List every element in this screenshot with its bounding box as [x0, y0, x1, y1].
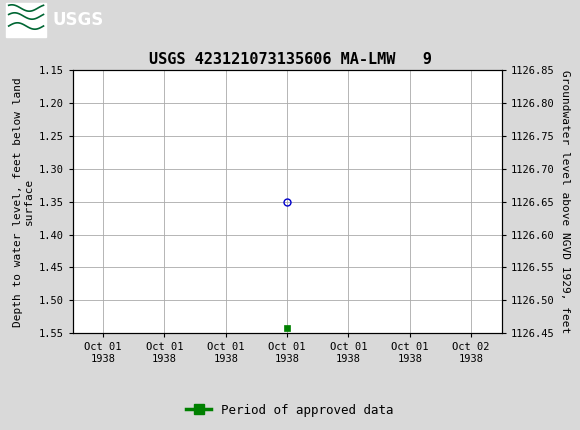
Bar — [6, 3, 46, 37]
Y-axis label: Depth to water level, feet below land
surface: Depth to water level, feet below land su… — [13, 77, 34, 326]
Text: USGS 423121073135606 MA-LMW   9: USGS 423121073135606 MA-LMW 9 — [148, 52, 432, 67]
Legend: Period of approved data: Period of approved data — [181, 399, 399, 421]
Y-axis label: Groundwater level above NGVD 1929, feet: Groundwater level above NGVD 1929, feet — [560, 70, 570, 333]
Text: USGS: USGS — [52, 11, 103, 29]
